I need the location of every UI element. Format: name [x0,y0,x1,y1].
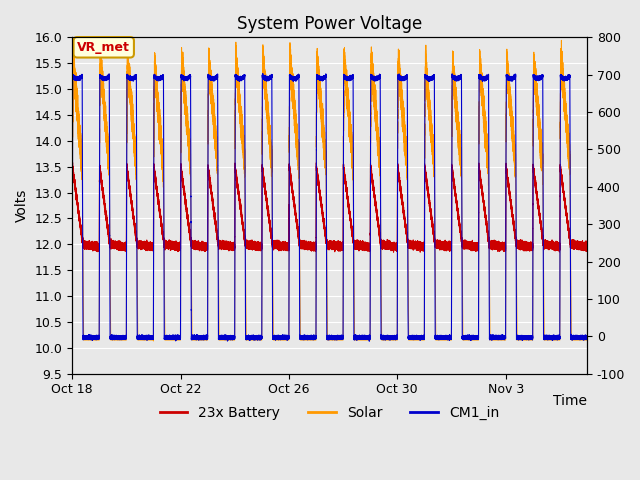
Legend: 23x Battery, Solar, CM1_in: 23x Battery, Solar, CM1_in [154,400,505,426]
Title: System Power Voltage: System Power Voltage [237,15,422,33]
Text: VR_met: VR_met [77,41,130,54]
Y-axis label: Volts: Volts [15,189,29,222]
Text: Time: Time [553,394,587,408]
